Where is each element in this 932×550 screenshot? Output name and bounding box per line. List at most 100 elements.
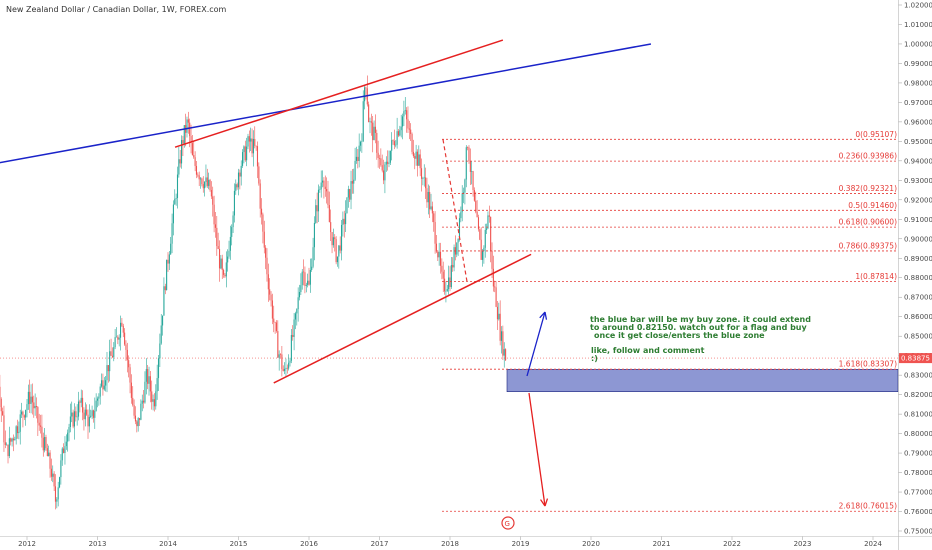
candle-body	[354, 160, 356, 180]
candle-body	[243, 146, 245, 153]
candle-body	[290, 335, 292, 361]
candle-body	[201, 178, 203, 185]
candle-body	[29, 391, 31, 404]
price-tick-label: 0.83000	[904, 372, 932, 380]
candle-body	[410, 129, 412, 134]
candle-body	[84, 409, 86, 420]
candle-body	[76, 416, 78, 418]
candle-body	[472, 171, 474, 191]
time-tick-label: 2021	[653, 540, 671, 548]
candle-body	[26, 404, 28, 411]
price-tick-label: 1.01000	[904, 21, 932, 29]
candle-body	[181, 140, 183, 164]
candle-body	[488, 215, 490, 217]
candle-body	[406, 110, 408, 120]
candle-body	[197, 174, 199, 176]
candle-body	[361, 141, 363, 142]
candle-body	[266, 257, 268, 275]
candle-body	[285, 367, 287, 369]
candle-body	[152, 399, 154, 402]
candle-body	[232, 215, 234, 228]
candle-body	[286, 367, 288, 369]
candle-body	[101, 380, 103, 387]
candle-body	[212, 196, 214, 205]
candle-body	[460, 212, 462, 219]
candle-body	[484, 229, 486, 248]
candle-body	[392, 140, 394, 142]
candle-body	[171, 223, 173, 244]
candle-body	[316, 205, 318, 212]
candle-body	[10, 438, 12, 442]
fib-level-label: 0.618(0.90600)	[839, 218, 897, 227]
candle-body	[186, 119, 188, 133]
candle-body	[463, 192, 465, 194]
candle-body	[3, 415, 5, 443]
candle-body	[271, 300, 273, 319]
candle-body	[415, 151, 417, 159]
candle-body	[126, 349, 128, 361]
candle-body	[292, 335, 294, 337]
time-tick-label: 2022	[723, 540, 741, 548]
candle-body	[431, 206, 433, 214]
candle-body	[400, 126, 402, 131]
candle-body	[189, 122, 191, 137]
candle-body	[15, 426, 17, 439]
candle-body	[425, 177, 427, 189]
candle-body	[92, 410, 94, 418]
candle-body	[46, 448, 48, 457]
candle-body	[179, 159, 181, 164]
candle-body	[311, 266, 313, 270]
candle-body	[227, 256, 229, 263]
time-tick-label: 2019	[512, 540, 530, 548]
candle-body	[147, 369, 149, 384]
candle-body	[44, 437, 46, 451]
candle-body	[155, 391, 157, 407]
candle-body	[439, 251, 442, 266]
candle-body	[362, 101, 364, 142]
candle-body	[109, 351, 111, 372]
candle-body	[220, 258, 222, 269]
candle-body	[168, 254, 170, 264]
candle-body	[408, 128, 410, 130]
candle-body	[450, 265, 452, 288]
candle-body	[143, 400, 145, 403]
candle-body	[225, 262, 227, 277]
candle-body	[435, 243, 437, 252]
candle-body	[145, 369, 147, 382]
candle-body	[65, 441, 67, 447]
candle-body	[393, 141, 395, 146]
arrow-down-icon-head	[540, 498, 549, 507]
candle-body	[218, 249, 221, 269]
candle-body	[160, 325, 162, 344]
candle-body	[323, 180, 325, 187]
candle-body	[174, 198, 176, 205]
candle-body	[368, 104, 370, 123]
candle-body	[475, 200, 477, 212]
candle-body	[357, 156, 359, 161]
candle-body	[105, 380, 107, 386]
candle-body	[494, 286, 496, 288]
candle-body	[223, 269, 225, 275]
price-tick-label: 0.77000	[904, 489, 932, 497]
candle-body	[98, 396, 100, 399]
candle-body	[199, 178, 202, 180]
buy-zone	[506, 368, 899, 392]
candle-body	[347, 189, 349, 198]
candle-body	[178, 159, 180, 175]
candle-body	[87, 414, 89, 427]
candle-body	[469, 161, 471, 172]
candle-body	[486, 228, 488, 230]
candle-body	[190, 136, 192, 144]
candle-body	[170, 243, 172, 255]
candle-body	[313, 222, 315, 248]
trendline-red-2	[273, 253, 532, 384]
candle-body	[373, 126, 375, 141]
candle-body	[414, 156, 416, 159]
candle-body	[487, 215, 489, 229]
candle-body	[480, 239, 482, 260]
price-tick-label: 0.91000	[904, 216, 932, 224]
candle-body	[263, 231, 265, 248]
candle-body	[419, 154, 421, 169]
price-tick-label: 0.75000	[904, 528, 932, 536]
